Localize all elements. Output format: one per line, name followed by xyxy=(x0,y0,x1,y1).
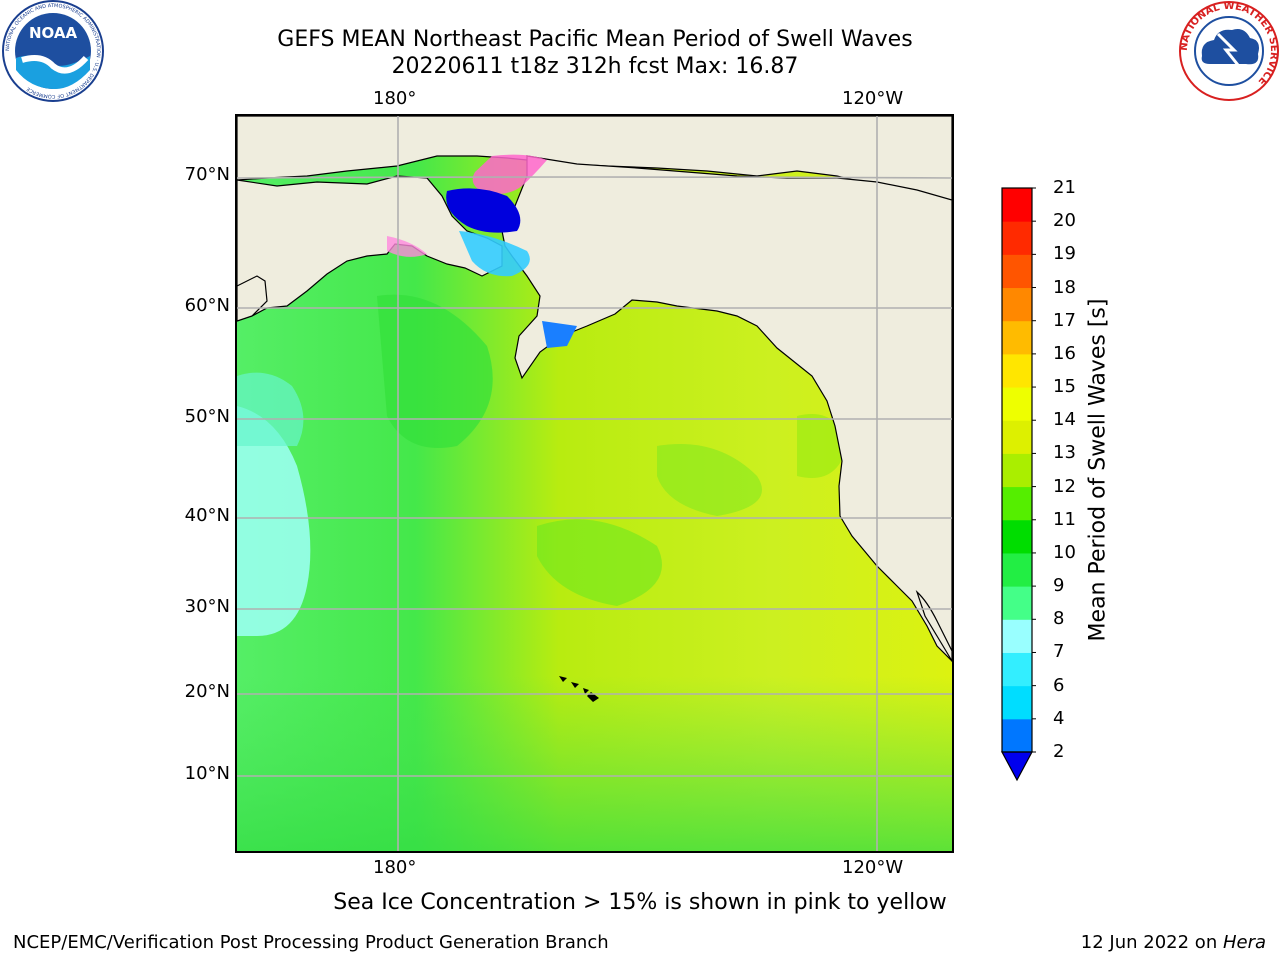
lat-label-10n: 10°N xyxy=(184,763,230,784)
colorbar-tick-label: 11 xyxy=(1053,508,1076,530)
colorbar-segment xyxy=(1002,586,1032,620)
colorbar-segment xyxy=(1002,718,1032,753)
colorbar-segment xyxy=(1002,188,1032,222)
nws-logo-icon: NATIONAL WEATHER SERVICE xyxy=(1178,0,1280,102)
lat-label-40n: 40°N xyxy=(184,505,230,526)
colorbar-tick-label: 18 xyxy=(1053,276,1076,298)
map-title: GEFS MEAN Northeast Pacific Mean Period … xyxy=(277,27,913,52)
ocean-green-patch-2 xyxy=(537,519,662,606)
lon-label-bottom-180: 180° xyxy=(373,857,417,878)
noaa-logo-text: NOAA xyxy=(29,24,78,42)
colorbar-segment xyxy=(1002,453,1032,488)
swell-cyan-bering xyxy=(459,231,530,277)
ocean-green-patch xyxy=(377,294,493,448)
colorbar-segment xyxy=(1002,221,1032,255)
colorbar-segment xyxy=(1002,287,1032,322)
colorbar-tick-label: 2 xyxy=(1053,741,1065,762)
colorbar-segment xyxy=(1002,685,1032,720)
land-north-america xyxy=(501,155,952,662)
colorbar-segment xyxy=(1002,353,1032,388)
colorbar-tick-label: 17 xyxy=(1053,309,1076,331)
lon-label-top-180: 180° xyxy=(373,88,417,109)
colorbar-segment xyxy=(1002,619,1032,653)
colorbar-tick-label: 20 xyxy=(1053,210,1076,232)
colorbar-tick-label: 10 xyxy=(1053,541,1076,563)
lat-label-50n: 50°N xyxy=(184,406,230,427)
colorbar-svg xyxy=(1000,187,1038,782)
land-hawaii xyxy=(559,676,599,702)
colorbar-tick-label: 6 xyxy=(1053,674,1065,696)
colorbar-tick-label: 21 xyxy=(1053,177,1076,198)
colorbar-segment xyxy=(1002,320,1032,355)
colorbar xyxy=(1000,186,1038,786)
credit-host: Hera xyxy=(1222,932,1266,953)
colorbar-tick-label: 8 xyxy=(1053,608,1065,630)
colorbar-tick-label: 14 xyxy=(1053,409,1076,431)
lat-label-20n: 20°N xyxy=(184,681,230,702)
colorbar-segment xyxy=(1002,254,1032,289)
ocean-cyan-region-2 xyxy=(237,372,304,446)
lat-label-70n: 70°N xyxy=(184,164,230,185)
colorbar-title: Mean Period of Swell Waves [s] xyxy=(1085,298,1111,642)
lon-label-bottom-120w: 120°W xyxy=(842,857,904,878)
map-svg xyxy=(237,116,952,851)
colorbar-segment xyxy=(1002,486,1032,521)
lat-label-30n: 30°N xyxy=(184,596,230,617)
lat-label-60n: 60°N xyxy=(184,295,230,316)
ocean-green-patch-4 xyxy=(797,414,847,478)
colorbar-tick-label: 19 xyxy=(1053,243,1076,265)
colorbar-tick-label: 15 xyxy=(1053,376,1076,398)
ocean-cyan-region xyxy=(237,406,311,636)
colorbar-tick-label: 16 xyxy=(1053,342,1076,364)
map-panel xyxy=(235,114,954,853)
noaa-logo-icon: NOAA NATIONAL OCEANIC AND ATMOSPHERIC AD… xyxy=(2,0,104,102)
colorbar-tick-label: 7 xyxy=(1053,641,1065,663)
credit-right: 12 Jun 2022 on Hera xyxy=(1081,932,1266,953)
credit-left: NCEP/EMC/Verification Post Processing Pr… xyxy=(13,932,609,953)
map-subtitle: 20220611 t18z 312h fcst Max: 16.87 xyxy=(391,54,799,79)
land-kamchatka xyxy=(237,275,268,322)
colorbar-extend-triangle xyxy=(1000,751,1034,782)
colorbar-tick-label: 4 xyxy=(1053,707,1065,729)
sea-ice-anadyr xyxy=(387,236,427,257)
colorbar-segment xyxy=(1002,652,1032,687)
graticule xyxy=(237,116,952,851)
ocean-green-patch-3 xyxy=(657,444,762,516)
swell-blue-bering-north xyxy=(446,188,521,233)
colorbar-tick-label: 9 xyxy=(1053,575,1065,597)
sea-ice-chukchi xyxy=(472,154,547,195)
credit-date: 12 Jun 2022 on xyxy=(1080,932,1223,953)
colorbar-tick-label: 13 xyxy=(1053,442,1076,464)
colorbar-segment xyxy=(1002,420,1032,454)
colorbar-segment xyxy=(1002,519,1032,554)
grid-lat-70n xyxy=(237,176,952,179)
colorbar-tick-label: 12 xyxy=(1053,475,1076,497)
ocean-south-band xyxy=(237,676,952,851)
lon-label-top-120w: 120°W xyxy=(842,88,904,109)
colorbar-outline xyxy=(1001,187,1033,753)
colorbar-segment xyxy=(1002,552,1032,587)
sea-ice-note: Sea Ice Concentration > 15% is shown in … xyxy=(333,890,947,915)
swell-blue-bristol xyxy=(542,321,577,348)
colorbar-segment xyxy=(1002,387,1032,421)
